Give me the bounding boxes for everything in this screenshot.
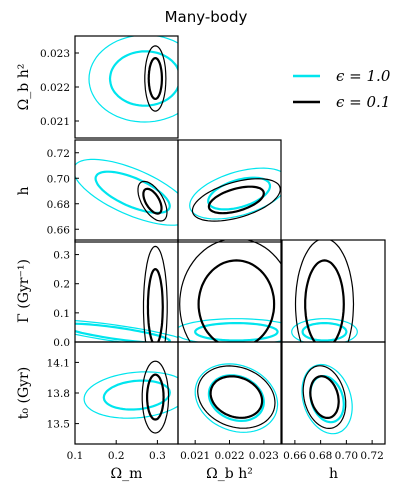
contour-eps01-level1 bbox=[197, 259, 276, 342]
y-tick-label: 0.021 bbox=[40, 116, 70, 128]
contour-eps1-level2 bbox=[178, 318, 281, 342]
y-axis-label: Γ (Gyr⁻¹) bbox=[16, 259, 32, 323]
panel-4-2 bbox=[301, 363, 353, 435]
panel-frame bbox=[74, 139, 179, 243]
y-tick-label: 13.8 bbox=[47, 388, 70, 400]
contour-eps1-level1 bbox=[102, 379, 171, 411]
panel-3-2 bbox=[291, 240, 358, 342]
y-tick-label: 0.66 bbox=[47, 224, 71, 236]
y-axis-label: t₀ (Gyr) bbox=[16, 367, 32, 419]
y-tick-label: 0.2 bbox=[53, 279, 70, 291]
y-tick-label: 0.023 bbox=[40, 48, 70, 60]
contour-eps1-level2 bbox=[291, 318, 358, 342]
contour-eps01-level1 bbox=[207, 185, 265, 215]
y-tick-label: 0.3 bbox=[53, 250, 70, 262]
contour-eps01-level2 bbox=[141, 360, 170, 434]
contour-eps1-level2 bbox=[83, 371, 178, 419]
y-tick-label: 0.68 bbox=[47, 199, 70, 211]
contour-eps01-level1 bbox=[142, 187, 163, 215]
contour-eps01-level2 bbox=[294, 240, 355, 342]
chart-title: Many-body bbox=[165, 8, 248, 26]
x-tick-label: 0.023 bbox=[249, 450, 279, 462]
panel-3-0 bbox=[75, 245, 178, 342]
x-axis-label: h bbox=[329, 466, 338, 482]
contour-eps01-level1 bbox=[147, 56, 163, 101]
contour-eps1-level2 bbox=[194, 363, 279, 433]
contour-eps01-level1 bbox=[146, 267, 164, 342]
y-tick-label: 0.70 bbox=[47, 173, 70, 185]
contour-eps01-level2 bbox=[302, 365, 347, 429]
contour-eps01-level1 bbox=[309, 375, 340, 419]
x-tick-label: 0.1 bbox=[67, 450, 84, 462]
contour-eps1-level1 bbox=[94, 170, 171, 214]
contour-eps01-level2 bbox=[142, 245, 168, 342]
panel-4-1 bbox=[194, 363, 279, 433]
contour-eps01-level1 bbox=[209, 375, 264, 419]
contour-eps01-level2 bbox=[197, 365, 276, 429]
y-tick-label: 0.0 bbox=[53, 337, 70, 349]
legend: ϵ = 1.0 ϵ = 0.1 bbox=[293, 67, 391, 111]
y-tick-label: 14.1 bbox=[47, 357, 70, 369]
x-tick-label: 0.3 bbox=[149, 450, 166, 462]
y-tick-label: 0.1 bbox=[53, 308, 70, 320]
x-tick-label: 0.68 bbox=[309, 450, 332, 462]
contour-eps1-level2 bbox=[75, 320, 178, 342]
y-tick-label: 13.5 bbox=[47, 419, 70, 431]
panel-2-1 bbox=[189, 167, 281, 222]
contour-eps1-level2 bbox=[75, 158, 178, 226]
panel-3-1 bbox=[178, 240, 281, 342]
x-axis-label: Ω_b h² bbox=[206, 466, 253, 482]
contour-eps01-level1 bbox=[304, 259, 345, 342]
panel-1-0 bbox=[88, 36, 178, 123]
x-tick-label: 0.2 bbox=[108, 450, 125, 462]
panel-frame bbox=[177, 139, 282, 243]
contour-eps01-level2 bbox=[191, 178, 281, 222]
contour-eps01-level2 bbox=[179, 240, 281, 342]
x-tick-label: 0.021 bbox=[180, 450, 210, 462]
legend-label-eps01: ϵ = 0.1 bbox=[336, 93, 390, 111]
contour-eps1-level1 bbox=[207, 176, 272, 211]
panel-2-0 bbox=[75, 158, 178, 226]
contour-eps1-level1 bbox=[75, 322, 171, 342]
panel-frame bbox=[177, 341, 282, 445]
contour-eps01-level1 bbox=[146, 373, 165, 421]
x-tick-label: 0.72 bbox=[360, 450, 383, 462]
y-tick-label: 0.022 bbox=[40, 82, 70, 94]
contour-eps1-level2 bbox=[301, 363, 353, 435]
y-tick-label: 0.72 bbox=[47, 148, 70, 160]
contour-eps01-level2 bbox=[144, 45, 167, 112]
contour-eps1-level2 bbox=[88, 36, 178, 123]
contour-eps01-level2 bbox=[137, 180, 168, 222]
panel-4-0 bbox=[83, 360, 178, 434]
y-axis-label: h bbox=[16, 186, 32, 195]
legend-label-eps1: ϵ = 1.0 bbox=[336, 67, 391, 85]
y-axis-label: Ω_b h² bbox=[16, 64, 32, 111]
x-tick-label: 0.66 bbox=[283, 450, 307, 462]
x-axis-label: Ω_m bbox=[111, 466, 143, 482]
x-tick-label: 0.022 bbox=[214, 450, 244, 462]
x-tick-label: 0.70 bbox=[335, 450, 358, 462]
panel-frame bbox=[281, 341, 386, 445]
